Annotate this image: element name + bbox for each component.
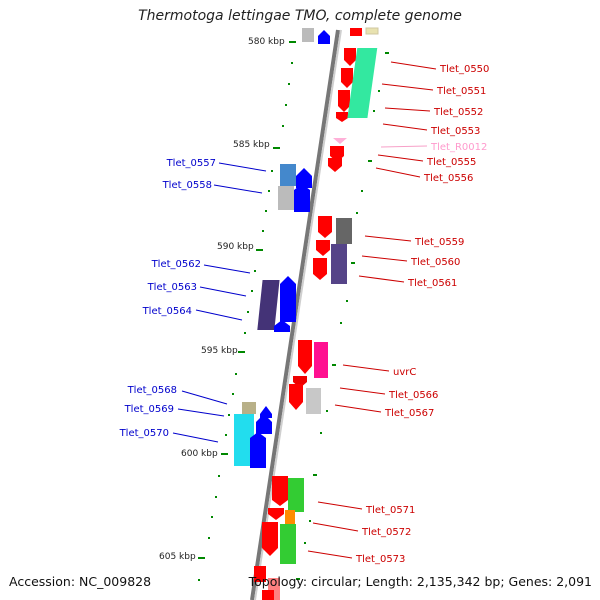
gene-label[interactable]: Tlet_0573 [355, 554, 405, 565]
gene-label[interactable]: Tlet_0563 [147, 282, 197, 293]
gene-group-0568 [234, 402, 272, 468]
gene-group-uvrc [289, 340, 328, 414]
rna-label[interactable]: Tlet_R0012 [430, 142, 487, 153]
gene-group-0571 [262, 476, 304, 564]
topology-text: Topology: circular; Length: 2,135,342 bp… [248, 574, 592, 589]
gene-label[interactable]: Tlet_0572 [361, 527, 411, 538]
gene-label[interactable]: Tlet_0551 [436, 86, 486, 97]
gene-label[interactable]: Tlet_0571 [365, 505, 415, 516]
gene-label[interactable]: Tlet_0556 [423, 173, 473, 184]
gene-label[interactable]: Tlet_0559 [414, 237, 464, 248]
gene-label[interactable]: Tlet_0566 [388, 390, 438, 401]
gene-label[interactable]: Tlet_0569 [124, 404, 174, 415]
gene-label[interactable]: Tlet_0562 [151, 259, 201, 270]
map-title: Thermotoga lettingae TMO, complete genom… [138, 8, 462, 24]
gene-label[interactable]: Tlet_0552 [433, 107, 483, 118]
gene-group-0555 [328, 138, 347, 172]
ruler-label: 580 kbp [248, 37, 285, 47]
ruler [198, 41, 389, 581]
ruler-label: 595 kbp [201, 346, 238, 356]
gene-label[interactable]: uvrC [393, 367, 416, 378]
ruler-label: 585 kbp [233, 140, 270, 150]
right-labels: Tlet_0550 Tlet_0551 Tlet_0552 Tlet_0553 … [355, 64, 489, 565]
left-labels: Tlet_0557 Tlet_0558 Tlet_0562 Tlet_0563 … [119, 158, 216, 439]
gene-label[interactable]: Tlet_0553 [430, 126, 480, 137]
gene-group-0559 [313, 216, 352, 284]
genome-axis-highlight [254, 29, 342, 600]
gene-group-0550 [336, 48, 378, 122]
gene-group-top [302, 27, 379, 44]
ruler-label: 600 kbp [181, 449, 218, 459]
accession-text: Accession: NC_009828 [9, 574, 152, 589]
gene-label[interactable]: Tlet_0564 [142, 306, 192, 317]
gene-group-0557 [278, 164, 312, 212]
gene-label[interactable]: Tlet_0561 [407, 278, 457, 289]
ruler-label: 590 kbp [217, 242, 254, 252]
gene-label[interactable]: Tlet_0557 [166, 158, 216, 169]
gene-label[interactable]: Tlet_0568 [127, 385, 177, 396]
ruler-label: 605 kbp [159, 552, 196, 562]
gene-label[interactable]: Tlet_0567 [384, 408, 434, 419]
gene-group-0562 [257, 276, 296, 332]
right-leaders [307, 61, 437, 559]
gene-label[interactable]: Tlet_0560 [410, 257, 460, 268]
ruler-labels: 580 kbp 585 kbp 590 kbp 595 kbp 600 kbp … [159, 37, 285, 562]
gene-label[interactable]: Tlet_0550 [439, 64, 489, 75]
gene-label[interactable]: Tlet_0558 [162, 180, 212, 191]
gene-group-bottom [254, 566, 280, 600]
gene-label[interactable]: Tlet_0555 [426, 157, 476, 168]
left-leaders [172, 162, 267, 443]
gene-label[interactable]: Tlet_0570 [119, 428, 169, 439]
